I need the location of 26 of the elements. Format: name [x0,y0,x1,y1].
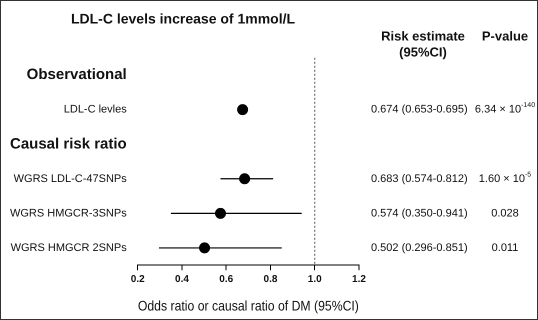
x-tick-label: 1.2 [352,274,366,285]
x-tick-label: 0.8 [264,274,278,285]
x-tick-label: 0.6 [219,274,234,285]
data-label: 0.502 (0.296-0.851) [371,242,468,254]
x-tick-label: 0.2 [130,274,146,285]
text: 0.011 [492,242,518,254]
y-tick-label: WGRS HMGCR-3SNPs [10,207,128,220]
x-tick-label: 1.0 [308,274,322,285]
y-tick-label: Observational [26,66,127,84]
x-axis-title: Odds ratio or causal ratio of DM (95%CI) [138,298,359,314]
data-label: 0.674 (0.653-0.695) [371,104,468,116]
text: 0.028 [491,207,519,220]
point [237,104,248,116]
text: P-value [482,28,528,44]
data-label: 0.574 (0.350-0.941) [371,207,468,220]
y-tick-label: Causal risk ratio [10,135,127,152]
y-tick-label: WGRS LDL-C-47SNPs [14,172,128,185]
point [214,208,226,219]
x-tick-label: 0.4 [175,274,190,285]
y-tick-label: WGRS HMGCR 2SNPs [10,242,128,254]
data-label: 0.683 (0.574-0.812) [371,172,468,185]
point [239,173,250,184]
y-tick-label: LDL-C levles [64,104,128,116]
text: Risk estimate (95%CI) [381,28,465,60]
chart-title: LDL-C levels increase of 1mmol/L [70,10,296,26]
point [199,242,210,254]
